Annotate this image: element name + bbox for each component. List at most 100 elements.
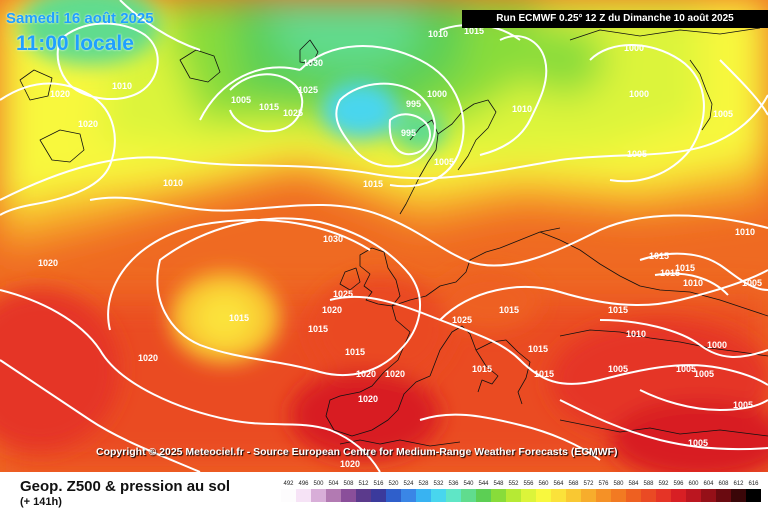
scale-step: 564 <box>551 480 566 502</box>
isobar-label: 1010 <box>735 227 755 237</box>
color-scale: 492 496 500 504 508 512 516 520 524 528 532 536 540 5… <box>281 480 761 502</box>
scale-value: 596 <box>673 481 684 487</box>
isobar-label: 1020 <box>385 369 405 379</box>
isobar-label: 1005 <box>742 278 762 288</box>
isobar-label: 1000 <box>624 43 644 53</box>
scale-swatch <box>731 489 746 502</box>
scale-step: 496 <box>296 480 311 502</box>
scale-value: 600 <box>688 481 699 487</box>
scale-value: 548 <box>493 481 504 487</box>
scale-value: 520 <box>388 481 399 487</box>
scale-value: 576 <box>598 481 609 487</box>
isobar-label: 1015 <box>229 313 249 323</box>
scale-swatch <box>716 489 731 502</box>
isobar-label: 1020 <box>138 353 158 363</box>
isobar-label: 1020 <box>38 258 58 268</box>
scale-value: 608 <box>718 481 729 487</box>
isobar-label: 1005 <box>434 157 454 167</box>
isobar-label: 995 <box>406 99 421 109</box>
scale-value: 612 <box>733 481 744 487</box>
scale-step: 544 <box>476 480 491 502</box>
scale-step: 528 <box>416 480 431 502</box>
scale-value: 556 <box>523 481 534 487</box>
isobar-label: 1005 <box>713 109 733 119</box>
scale-value: 528 <box>418 481 429 487</box>
isobar-label: 1020 <box>78 119 98 129</box>
scale-swatch <box>311 489 326 502</box>
scale-swatch <box>461 489 476 502</box>
isobar-label: 1025 <box>298 85 318 95</box>
scale-step: 584 <box>626 480 641 502</box>
isobar-label: 1010 <box>626 329 646 339</box>
isobar-label: 1015 <box>499 305 519 315</box>
scale-value: 524 <box>403 481 414 487</box>
scale-swatch <box>356 489 371 502</box>
scale-step: 520 <box>386 480 401 502</box>
scale-step: 580 <box>611 480 626 502</box>
isobar-label: 1015 <box>472 364 492 374</box>
isobar-label: 1020 <box>50 89 70 99</box>
legend-subtitle: (+ 141h) <box>20 496 62 508</box>
isobar-label: 1015 <box>308 324 328 334</box>
isobar-label: 1015 <box>534 369 554 379</box>
isobar-label: 1005 <box>627 149 647 159</box>
scale-step: 492 <box>281 480 296 502</box>
scale-step: 556 <box>521 480 536 502</box>
isobar-label: 1015 <box>464 26 484 36</box>
isobar-label: 1020 <box>340 459 360 469</box>
scale-swatch <box>296 489 311 502</box>
scale-step: 536 <box>446 480 461 502</box>
scale-swatch <box>611 489 626 502</box>
isobar-label: 1000 <box>427 89 447 99</box>
isobar-label: 995 <box>401 128 416 138</box>
isobar-label: 1005 <box>608 364 628 374</box>
scale-value: 492 <box>283 481 294 487</box>
isobar-label: 1010 <box>512 104 532 114</box>
scale-swatch <box>656 489 671 502</box>
scale-swatch <box>566 489 581 502</box>
isobar-label: 1000 <box>629 89 649 99</box>
scale-swatch <box>281 489 296 502</box>
scale-swatch <box>581 489 596 502</box>
isobar-label: 1015 <box>345 347 365 357</box>
isobar-label: 1005 <box>688 438 708 448</box>
isobar-label: 1015 <box>660 268 680 278</box>
scale-value: 560 <box>538 481 549 487</box>
scale-swatch <box>686 489 701 502</box>
isobar-label: 1000 <box>707 340 727 350</box>
scale-swatch <box>596 489 611 502</box>
scale-value: 572 <box>583 481 594 487</box>
isobar-label: 1020 <box>322 305 342 315</box>
scale-step: 572 <box>581 480 596 502</box>
scale-step: 504 <box>326 480 341 502</box>
scale-value: 552 <box>508 481 519 487</box>
scale-value: 544 <box>478 481 489 487</box>
scale-value: 512 <box>358 481 369 487</box>
scale-swatch <box>476 489 491 502</box>
isobar-label: 1010 <box>163 178 183 188</box>
scale-swatch <box>326 489 341 502</box>
isobar-label: 1030 <box>303 58 323 68</box>
forecast-date: Samedi 16 août 2025 <box>6 10 154 27</box>
scale-swatch <box>506 489 521 502</box>
scale-value: 616 <box>748 481 759 487</box>
scale-step: 560 <box>536 480 551 502</box>
isobar-label: 1005 <box>676 364 696 374</box>
scale-step: 552 <box>506 480 521 502</box>
isobar-label: 1030 <box>323 234 343 244</box>
isobar-label: 1025 <box>283 108 303 118</box>
isobar-label: 1005 <box>694 369 714 379</box>
scale-value: 588 <box>643 481 654 487</box>
scale-step: 532 <box>431 480 446 502</box>
isobar-label: 1025 <box>333 289 353 299</box>
scale-step: 616 <box>746 480 761 502</box>
scale-value: 500 <box>313 481 324 487</box>
scale-step: 548 <box>491 480 506 502</box>
scale-swatch <box>746 489 761 502</box>
scale-value: 564 <box>553 481 564 487</box>
scale-value: 496 <box>298 481 309 487</box>
scale-step: 500 <box>311 480 326 502</box>
scale-value: 516 <box>373 481 384 487</box>
scale-step: 604 <box>701 480 716 502</box>
scale-swatch <box>626 489 641 502</box>
